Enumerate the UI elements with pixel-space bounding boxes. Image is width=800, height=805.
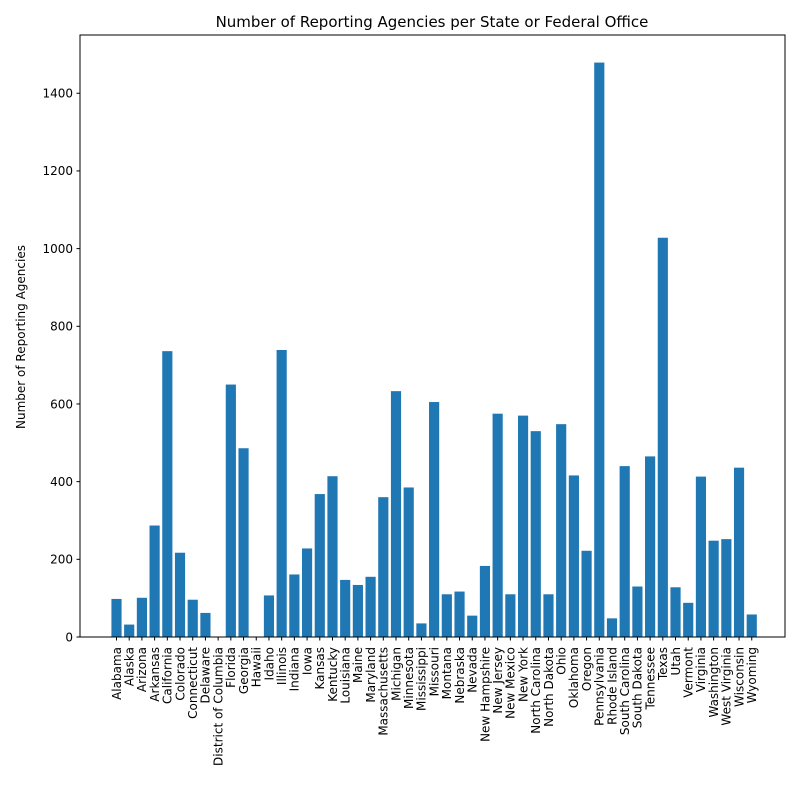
bar-washington <box>709 541 719 637</box>
bar-north-carolina <box>531 431 541 637</box>
y-tick-label: 600 <box>50 397 73 411</box>
bar-south-dakota <box>632 587 642 637</box>
chart-title: Number of Reporting Agencies per State o… <box>216 13 649 31</box>
bar-tennessee <box>645 456 655 637</box>
bar-new-york <box>518 416 528 637</box>
bar-louisiana <box>340 580 350 637</box>
y-tick-label: 800 <box>50 320 73 334</box>
bar-wyoming <box>747 614 757 637</box>
bar-virginia <box>696 477 706 637</box>
y-tick-label: 1200 <box>42 164 73 178</box>
bar-georgia <box>238 448 248 637</box>
bar-nebraska <box>454 592 464 637</box>
bar-rhode-island <box>607 618 617 637</box>
bar-texas <box>658 238 668 637</box>
bar-oregon <box>582 551 592 637</box>
bar-delaware <box>200 613 210 637</box>
y-tick-label: 200 <box>50 553 73 567</box>
y-tick-label: 0 <box>65 630 73 644</box>
bar-arkansas <box>150 526 160 637</box>
bar-connecticut <box>188 600 198 637</box>
bar-florida <box>226 385 236 637</box>
bar-illinois <box>277 350 287 637</box>
bar-missouri <box>429 402 439 637</box>
bar-north-dakota <box>543 594 553 637</box>
bar-nevada <box>467 616 477 637</box>
y-tick-label: 1000 <box>42 242 73 256</box>
bar-iowa <box>302 548 312 637</box>
bar-oklahoma <box>569 475 579 637</box>
bar-utah <box>670 587 680 637</box>
bars-group <box>111 63 756 637</box>
bar-montana <box>442 594 452 637</box>
bar-mississippi <box>416 623 426 637</box>
bar-michigan <box>391 391 401 637</box>
bar-colorado <box>175 553 185 637</box>
bar-pennsylvania <box>594 63 604 637</box>
bar-california <box>162 351 172 637</box>
bar-west-virginia <box>721 539 731 637</box>
bar-new-hampshire <box>480 566 490 637</box>
y-tick-label: 1400 <box>42 87 73 101</box>
bar-minnesota <box>404 487 414 637</box>
y-axis: 0 200 400 600 800 1000 1200 1400 <box>42 87 80 645</box>
y-axis-label: Number of Reporting Agencies <box>14 245 28 429</box>
bar-wisconsin <box>734 468 744 637</box>
bar-new-mexico <box>505 594 515 637</box>
bar-new-jersey <box>493 414 503 637</box>
y-tick-label: 400 <box>50 475 73 489</box>
bar-ohio <box>556 424 566 637</box>
bar-kentucky <box>327 476 337 637</box>
x-axis: AlabamaAlaskaArizonaArkansasCaliforniaCo… <box>110 637 759 766</box>
bar-idaho <box>264 595 274 637</box>
bar-arizona <box>137 598 147 637</box>
bar-indiana <box>289 574 299 637</box>
bar-maine <box>353 585 363 637</box>
bar-south-carolina <box>620 466 630 637</box>
x-tick-label-wyoming: Wyoming <box>745 647 759 703</box>
bar-vermont <box>683 603 693 637</box>
bar-alabama <box>111 599 121 637</box>
bar-maryland <box>366 577 376 637</box>
bar-kansas <box>315 494 325 637</box>
bar-massachusetts <box>378 497 388 637</box>
bar-alaska <box>124 625 134 637</box>
